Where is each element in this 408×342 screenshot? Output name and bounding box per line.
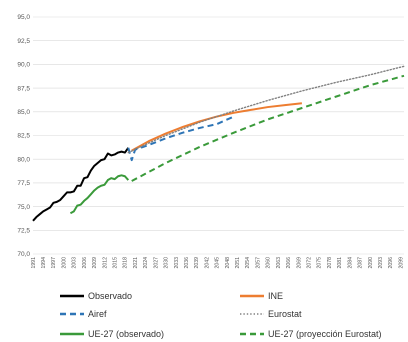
x-tick-label: 2087 [358,257,364,269]
x-tick-label: 2060 [266,257,272,269]
legend-item: Observado [60,291,132,301]
x-tick-label: 2045 [215,257,221,269]
x-tick-label: 1997 [51,257,57,269]
legend-label: UE-27 (observado) [88,329,164,339]
x-tick-label: 2024 [143,257,149,269]
x-tick-label: 2063 [276,257,282,269]
x-tick-label: 2054 [245,257,251,269]
legend-item: Airef [60,309,107,319]
series-line-0 [33,148,128,221]
legend: Observado INE Airef Eurostat UE-27 (observad… [60,291,382,339]
x-tick-label: 2033 [174,257,180,269]
x-tick-label: 2012 [102,257,108,269]
x-tick-label: 2048 [225,257,231,269]
y-axis-ticks: 70,0 72,5 75,0 77,5 80,0 82,5 85,0 87,5 90,0 92,5… [17,14,30,258]
y-tick-label: 72,5 [17,228,30,235]
legend-item: UE-27 (proyección Eurostat) [240,329,382,339]
legend-label: UE-27 (proyección Eurostat) [268,329,382,339]
x-tick-label: 2084 [347,257,353,269]
legend-label: Eurostat [268,309,302,319]
legend-item: Eurostat [240,309,302,319]
x-tick-label: 2090 [368,257,374,269]
x-tick-label: 2051 [235,257,241,269]
y-tick-label: 92,5 [17,38,30,45]
series-line-4 [70,175,128,213]
y-tick-label: 87,5 [17,85,30,92]
legend-item: INE [240,291,283,301]
y-tick-label: 82,5 [17,133,30,140]
x-tick-label: 2036 [184,257,190,269]
x-tick-label: 1991 [31,257,37,269]
series-line-3 [128,66,404,152]
x-tick-label: 2099 [398,257,404,269]
series-lines [33,66,404,221]
x-tick-label: 2039 [194,257,200,269]
x-tick-label: 2006 [82,257,88,269]
legend-item: UE-27 (observado) [60,329,164,339]
x-tick-label: 2030 [164,257,170,269]
grid [33,17,404,254]
x-tick-label: 2057 [255,257,261,269]
x-tick-label: 1994 [41,257,47,269]
x-tick-label: 2018 [123,257,129,269]
x-tick-label: 2009 [92,257,98,269]
x-tick-label: 2093 [378,257,384,269]
x-axis-ticks: 1991 1994 1997 2000 2003 2006 2009 2012 2015 2018… [31,257,405,269]
x-tick-label: 2042 [204,257,210,269]
series-line-2 [128,117,234,161]
x-tick-label: 2027 [153,257,159,269]
y-tick-label: 70,0 [17,251,30,258]
series-line-5 [132,76,404,181]
y-tick-label: 90,0 [17,62,30,69]
y-tick-label: 80,0 [17,156,30,163]
x-tick-label: 2078 [327,257,333,269]
x-tick-label: 2081 [337,257,343,269]
x-tick-label: 2072 [306,257,312,269]
x-tick-label: 2066 [286,257,292,269]
y-tick-label: 95,0 [17,14,30,21]
legend-label: Airef [88,309,107,319]
series-line-1 [132,103,302,150]
x-tick-label: 2096 [388,257,394,269]
legend-label: INE [268,291,283,301]
x-tick-label: 2069 [296,257,302,269]
x-tick-label: 2003 [72,257,78,269]
x-tick-label: 2000 [61,257,67,269]
x-tick-label: 2015 [112,257,118,269]
y-tick-label: 77,5 [17,180,30,187]
y-tick-label: 85,0 [17,109,30,116]
legend-label: Observado [88,291,132,301]
y-tick-label: 75,0 [17,204,30,211]
x-tick-label: 2075 [317,257,323,269]
x-tick-label: 2021 [133,257,139,269]
